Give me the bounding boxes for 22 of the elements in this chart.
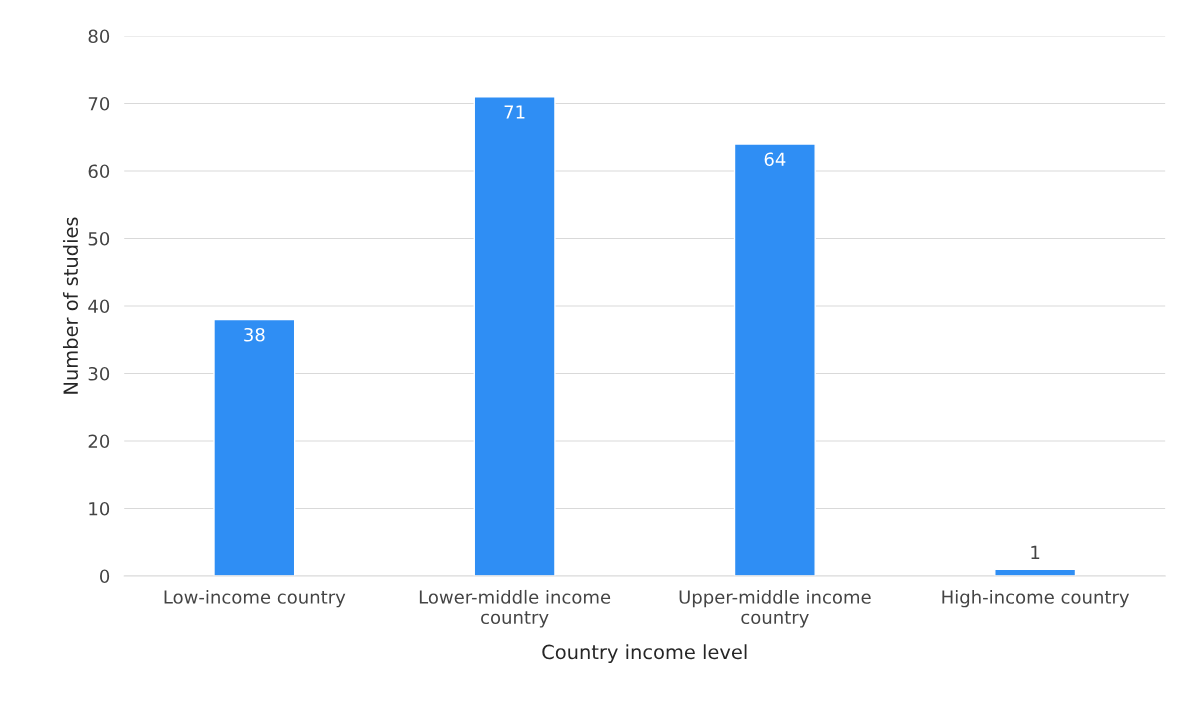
data-label: 71 [504,105,525,119]
y-tick-label: 30 [88,366,110,381]
y-tick-label: 40 [88,299,110,314]
x-tick-label: Upper-middle income country [679,589,871,628]
y-axis-title: Number of studies [62,217,79,394]
bar [733,143,816,576]
data-label: 38 [244,327,265,342]
x-axis-title: Country income level [542,644,747,664]
y-tick-label: 50 [88,231,110,246]
x-tick-label: Low-income country [164,589,346,608]
y-tick-label: 10 [89,501,110,516]
y-tick-label: 60 [88,164,110,179]
data-label: 1 [1031,545,1040,560]
y-tick-label: 20 [88,434,110,449]
y-tick-label: 0 [100,569,110,584]
y-tick-label: 70 [88,96,110,111]
x-tick-label: High-income country [942,589,1130,608]
bar [473,96,556,576]
data-label: 64 [764,152,786,167]
x-tick-label: Lower-middle income country [419,589,611,628]
y-tick-label: 80 [88,29,110,44]
bar [213,318,296,576]
